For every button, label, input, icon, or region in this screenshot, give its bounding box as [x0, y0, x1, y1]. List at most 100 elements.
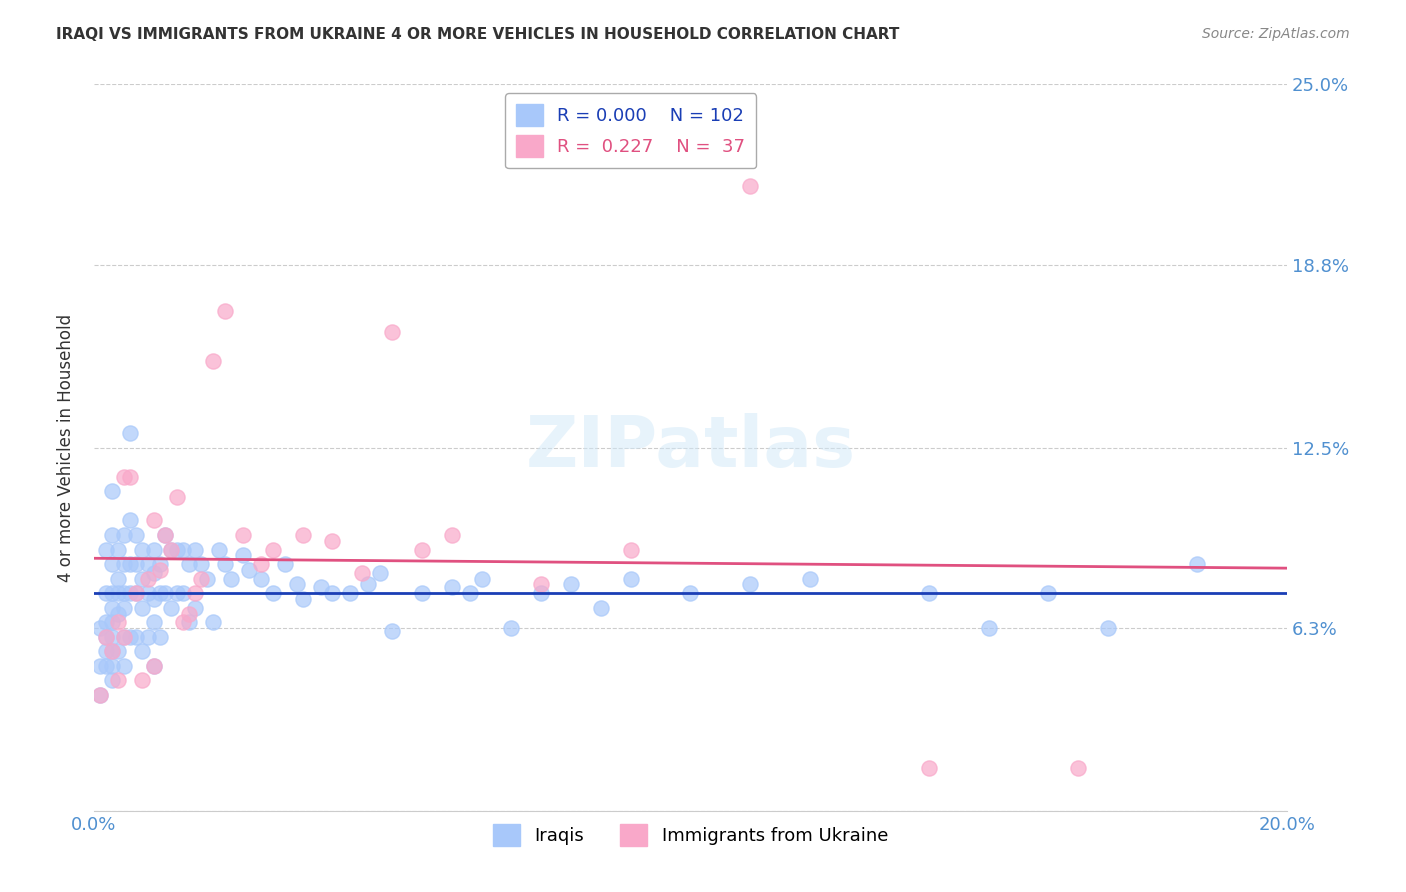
Point [977, 621, 1000, 635]
Point [160, 542, 183, 557]
Point [112, 528, 135, 542]
Point [107, 572, 129, 586]
Point [160, 542, 183, 557]
Point [918, 586, 941, 600]
Point [250, 557, 273, 571]
Point [112, 586, 135, 600]
Point [172, 586, 194, 600]
Point [107, 586, 129, 600]
Point [101, 658, 124, 673]
Point [190, 572, 212, 586]
Point [142, 615, 165, 630]
Point [118, 586, 141, 600]
Point [124, 586, 146, 600]
Point [620, 542, 643, 557]
Point [131, 673, 153, 688]
Point [219, 572, 242, 586]
Point [148, 563, 170, 577]
Point [285, 577, 308, 591]
Point [107, 607, 129, 621]
Point [195, 572, 218, 586]
Y-axis label: 4 or more Vehicles in Household: 4 or more Vehicles in Household [58, 314, 75, 582]
Point [179, 615, 201, 630]
Point [238, 563, 260, 577]
Point [471, 572, 494, 586]
Point [381, 325, 404, 339]
Point [136, 557, 159, 571]
Point [89, 658, 111, 673]
Point [357, 577, 380, 591]
Point [101, 600, 124, 615]
Point [291, 528, 314, 542]
Point [94, 658, 117, 673]
Point [94, 615, 117, 630]
Point [184, 586, 207, 600]
Point [321, 533, 343, 548]
Point [101, 484, 124, 499]
Point [142, 658, 165, 673]
Point [118, 557, 141, 571]
Point [142, 592, 165, 607]
Point [179, 607, 201, 621]
Point [918, 761, 941, 775]
Point [101, 615, 124, 630]
Point [131, 644, 153, 658]
Point [738, 179, 761, 194]
Point [155, 528, 177, 542]
Point [112, 630, 135, 644]
Point [148, 630, 170, 644]
Point [94, 630, 117, 644]
Point [118, 426, 141, 441]
Point [501, 621, 523, 635]
Point [124, 528, 146, 542]
Point [262, 542, 284, 557]
Point [136, 586, 159, 600]
Point [530, 586, 553, 600]
Point [589, 600, 612, 615]
Point [118, 514, 141, 528]
Point [179, 557, 201, 571]
Point [112, 658, 135, 673]
Point [679, 586, 702, 600]
Point [620, 572, 643, 586]
Point [142, 658, 165, 673]
Point [214, 557, 236, 571]
Point [131, 600, 153, 615]
Point [148, 557, 170, 571]
Point [1036, 586, 1059, 600]
Text: Source: ZipAtlas.com: Source: ZipAtlas.com [1202, 27, 1350, 41]
Text: IRAQI VS IMMIGRANTS FROM UKRAINE 4 OR MORE VEHICLES IN HOUSEHOLD CORRELATION CHA: IRAQI VS IMMIGRANTS FROM UKRAINE 4 OR MO… [56, 27, 900, 42]
Point [309, 580, 332, 594]
Point [458, 586, 481, 600]
Point [1187, 557, 1209, 571]
Point [440, 580, 463, 594]
Point [250, 572, 273, 586]
Point [202, 615, 225, 630]
Point [101, 673, 124, 688]
Point [166, 586, 188, 600]
Point [118, 470, 141, 484]
Point [560, 577, 582, 591]
Point [155, 528, 177, 542]
Point [131, 542, 153, 557]
Point [131, 572, 153, 586]
Point [107, 615, 129, 630]
Point [101, 528, 124, 542]
Point [107, 673, 129, 688]
Point [368, 566, 391, 580]
Point [136, 572, 159, 586]
Point [232, 528, 254, 542]
Point [94, 542, 117, 557]
Point [94, 630, 117, 644]
Point [118, 630, 141, 644]
Point [214, 304, 236, 318]
Point [112, 470, 135, 484]
Point [107, 542, 129, 557]
Point [339, 586, 361, 600]
Point [89, 688, 111, 702]
Point [112, 630, 135, 644]
Point [184, 600, 207, 615]
Point [155, 586, 177, 600]
Point [166, 490, 188, 504]
Point [142, 566, 165, 580]
